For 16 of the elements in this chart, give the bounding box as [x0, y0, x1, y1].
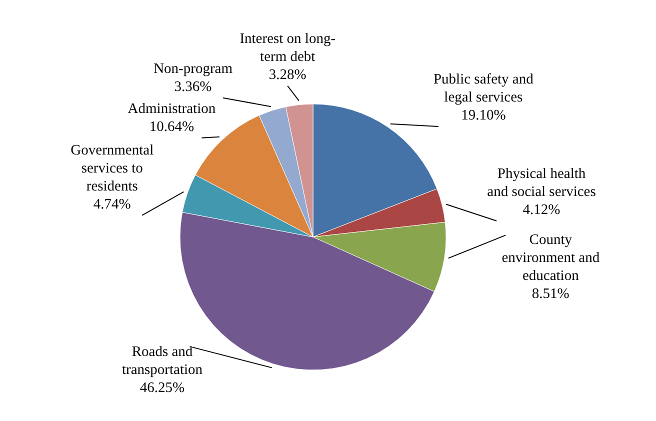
slice-label: Roads and transportation	[122, 344, 204, 378]
data-label: 4.74%	[93, 196, 131, 212]
slice-label: Governmental services to residents	[70, 142, 154, 194]
data-label: 46.25%	[140, 380, 185, 396]
data-label: 8.51%	[532, 286, 570, 302]
data-label: 4.12%	[522, 202, 560, 218]
slice-label: Public safety and legal services	[433, 72, 534, 106]
slice-label: County environment and education	[502, 232, 600, 284]
data-label: 3.28%	[268, 66, 306, 83]
data-label: 19.10%	[461, 108, 506, 124]
slice-label: Physical health and social services	[487, 166, 596, 200]
slice-label: Administration	[128, 100, 216, 117]
data-label: 10.64%	[149, 118, 194, 135]
data-label: 3.36%	[174, 78, 212, 95]
slice-label: Interest on long- term debt	[240, 30, 336, 65]
slice-label: Non-program	[154, 60, 234, 77]
